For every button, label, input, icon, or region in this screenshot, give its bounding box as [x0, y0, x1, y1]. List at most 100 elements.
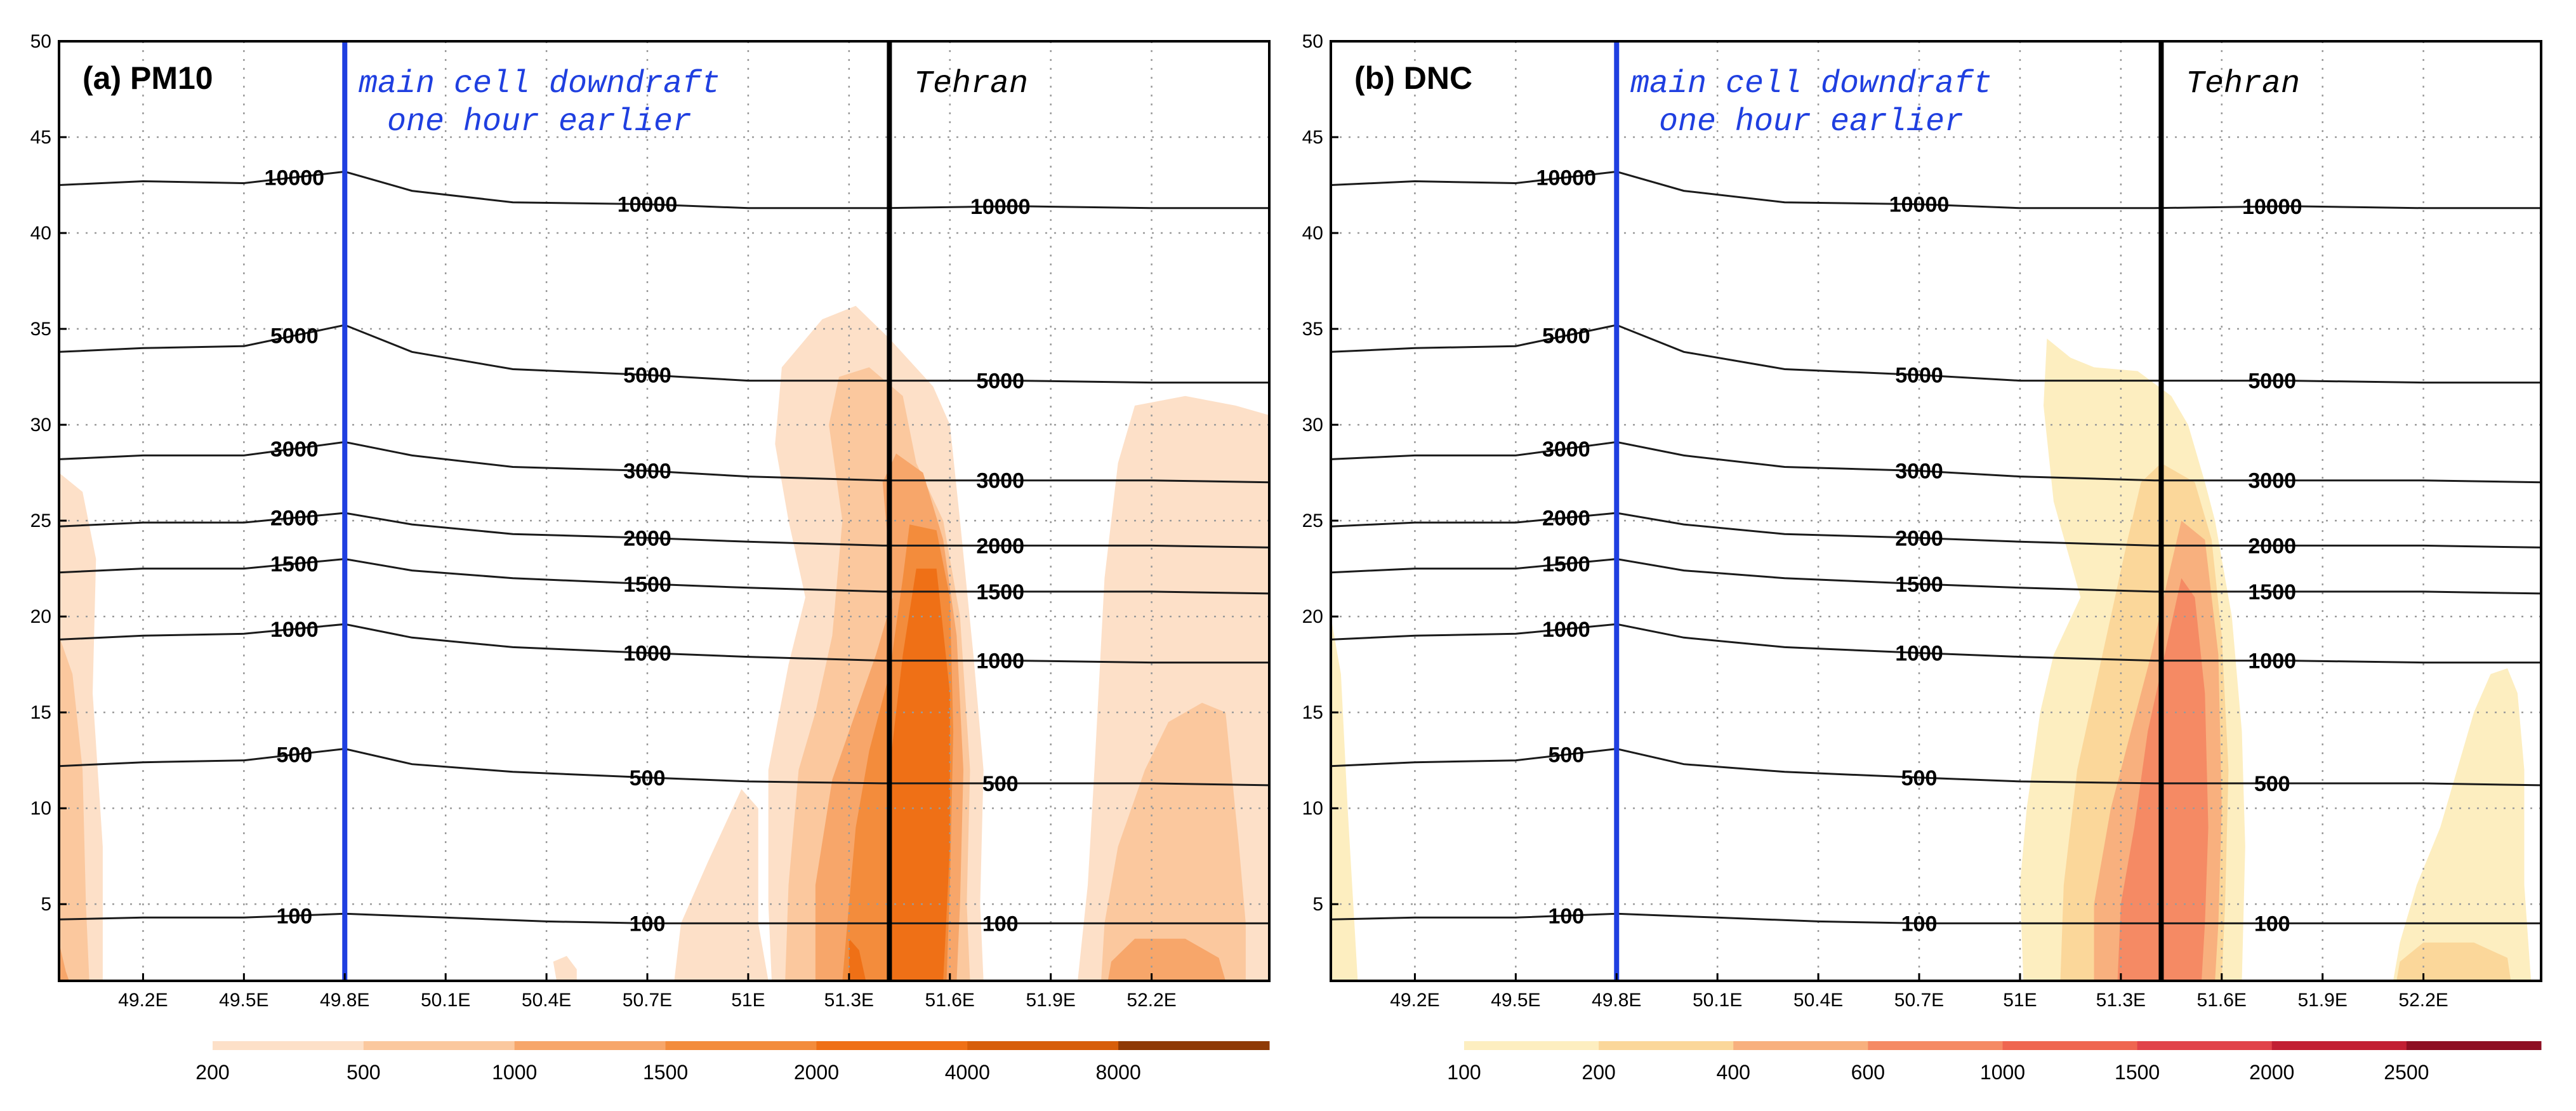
dnc-isoline-2000: [1331, 512, 2541, 549]
dnc-isoline-label-500: 500: [2254, 772, 2290, 796]
dnc-isoline-label-2000: 2000: [2248, 534, 2296, 558]
pm10-isoline-2000: [59, 512, 1269, 549]
pm10-ticks: 5 10 15 20 25 30 35 40 45 50 49.2E 49.5E 49.8E 50.1E 5…: [30, 31, 1177, 1011]
dnc-colorbar: 100 200 400 600 1000 1500 2000 2500: [1447, 1041, 2542, 1084]
dnc-colorbar-swatch-3: [1868, 1041, 2003, 1050]
pm10-colorbar-swatch-3: [665, 1041, 817, 1050]
panel-pm10: 10000 10000 10000 5000 5000 5000 3000 3000 3000 2…: [30, 31, 1271, 1084]
pm10-colorbar-label-1500: 1500: [643, 1061, 688, 1084]
pm10-isoline-label-100: 100: [630, 912, 666, 936]
dnc-colorbar-swatch-2: [1733, 1041, 1868, 1050]
pm10-colorbar: 200 500 1000 1500 2000 4000 8000: [195, 1041, 1270, 1084]
pm10-isoline-500: [59, 747, 1269, 787]
dnc-isoline-label-1000: 1000: [2248, 649, 2296, 674]
dnc-x-tick-label-50.4E: 50.4E: [1793, 990, 1843, 1011]
pm10-colorbar-label-500: 500: [347, 1061, 380, 1084]
dnc-isoline-label-1000: 1000: [1895, 642, 1943, 666]
dnc-isoline-label-1500: 1500: [1542, 552, 1590, 576]
dnc-colorbar-label-400: 400: [1717, 1061, 1750, 1084]
pm10-isolines: [59, 170, 1269, 924]
dnc-isoline-label-5000: 5000: [1542, 324, 1590, 349]
dnc-x-tick-label-51.6E: 51.6E: [2197, 990, 2247, 1011]
pm10-isoline-label-2000: 2000: [976, 534, 1024, 558]
pm10-colorbar-swatch-1: [363, 1041, 515, 1050]
pm10-isoline-label-1000: 1000: [976, 649, 1024, 674]
dnc-colorbar-label-200: 200: [1582, 1061, 1615, 1084]
pm10-isoline-label-2000: 2000: [623, 526, 671, 550]
dnc-colorbar-swatch-6: [2271, 1041, 2407, 1050]
pm10-panel-title: (a) PM10: [83, 60, 213, 96]
pm10-isoline-label-3000: 3000: [623, 460, 671, 484]
dnc-y-tick-label-30: 30: [1302, 415, 1323, 436]
pm10-x-tick-label-51.3E: 51.3E: [824, 990, 874, 1011]
pm10-isoline-label-100: 100: [982, 912, 1019, 936]
pm10-colorbar-label-2000: 2000: [794, 1061, 839, 1084]
pm10-isoline-label-5000: 5000: [976, 369, 1024, 394]
panel-dnc: 10000 10000 10000 5000 5000 5000 3000 3000 3000 2…: [1302, 31, 2542, 1084]
dnc-x-tick-label-51E: 51E: [2003, 990, 2037, 1011]
dnc-vertical-lines: [1614, 41, 2164, 981]
dnc-downdraft-label-line1: main cell downdraft: [1630, 66, 1992, 102]
pm10-isoline-label-10000: 10000: [265, 166, 325, 190]
dnc-y-tick-label-45: 45: [1302, 127, 1323, 148]
pm10-filled-region-9: [849, 938, 866, 981]
dnc-plot-frame: [1330, 40, 2542, 982]
dnc-isoline-5000: [1331, 324, 2541, 384]
pm10-y-tick-label-15: 15: [30, 702, 51, 723]
pm10-isoline-label-1500: 1500: [976, 580, 1024, 604]
pm10-x-tick-label-51.6E: 51.6E: [925, 990, 975, 1011]
pm10-vertical-lines: [342, 41, 892, 981]
dnc-isoline-label-1000: 1000: [1542, 618, 1590, 642]
pm10-filled-region-3: [553, 955, 577, 981]
pm10-y-tick-label-20: 20: [30, 606, 51, 627]
dnc-isoline-label-10000: 10000: [1889, 193, 1950, 217]
dnc-panel-title: (b) DNC: [1354, 60, 1472, 96]
dnc-colorbar-label-1000: 1000: [1980, 1061, 2025, 1084]
pm10-isoline-label-1000: 1000: [623, 642, 671, 666]
dnc-isoline-label-100: 100: [2254, 912, 2290, 936]
pm10-isoline-label-500: 500: [982, 772, 1019, 796]
dnc-y-tick-label-15: 15: [1302, 702, 1323, 723]
dnc-isoline-label-500: 500: [1548, 743, 1584, 768]
dnc-isoline-label-2000: 2000: [1542, 507, 1590, 531]
pm10-x-tick-label-49.2E: 49.2E: [118, 990, 168, 1011]
pm10-isoline-label-5000: 5000: [623, 364, 671, 388]
pm10-y-tick-label-25: 25: [30, 510, 51, 531]
dnc-colorbar-swatch-0: [1464, 1041, 1599, 1050]
dnc-x-tick-label-50.7E: 50.7E: [1894, 990, 1944, 1011]
pm10-y-tick-label-5: 5: [41, 894, 51, 915]
pm10-x-tick-label-50.1E: 50.1E: [421, 990, 470, 1011]
pm10-isoline-label-100: 100: [276, 904, 312, 928]
pm10-colorbar-label-8000: 8000: [1096, 1061, 1141, 1084]
dnc-filled-region-0: [1331, 616, 1358, 981]
dnc-colorbar-swatch-5: [2137, 1041, 2273, 1050]
pm10-isoline-100: [59, 912, 1269, 924]
dnc-y-tick-label-35: 35: [1302, 319, 1323, 340]
pm10-isoline-label-5000: 5000: [270, 324, 319, 349]
pm10-isoline-label-10000: 10000: [970, 195, 1031, 219]
pm10-colorbar-swatch-2: [514, 1041, 666, 1050]
pm10-gridlines: [59, 41, 1269, 981]
pm10-isoline-3000: [59, 441, 1269, 484]
pm10-isoline-5000: [59, 324, 1269, 384]
pm10-isoline-10000: [59, 170, 1269, 210]
pm10-x-tick-label-51E: 51E: [731, 990, 765, 1011]
pm10-isoline-label-1500: 1500: [270, 552, 319, 576]
pm10-x-tick-label-50.7E: 50.7E: [623, 990, 672, 1011]
dnc-isoline-1500: [1331, 557, 2541, 595]
dnc-isoline-label-3000: 3000: [1895, 460, 1943, 484]
dnc-y-tick-label-20: 20: [1302, 606, 1323, 627]
pm10-x-tick-label-52.2E: 52.2E: [1126, 990, 1176, 1011]
pm10-isoline-label-10000: 10000: [618, 193, 678, 217]
dnc-colorbar-swatch-7: [2406, 1041, 2542, 1050]
dnc-x-tick-label-49.2E: 49.2E: [1390, 990, 1439, 1011]
pm10-colorbar-label-200: 200: [195, 1061, 229, 1084]
dnc-x-tick-label-51.9E: 51.9E: [2297, 990, 2347, 1011]
pm10-filled-region-2: [59, 942, 69, 981]
dnc-isoline-labels: 10000 10000 10000 5000 5000 5000 3000 3000 3000 2…: [1536, 166, 2302, 936]
dnc-isoline-10000: [1331, 170, 2541, 210]
dnc-isoline-100: [1331, 912, 2541, 924]
dnc-y-tick-label-40: 40: [1302, 223, 1323, 244]
dnc-isoline-label-10000: 10000: [1536, 166, 1597, 190]
pm10-plot-frame: [58, 40, 1271, 982]
